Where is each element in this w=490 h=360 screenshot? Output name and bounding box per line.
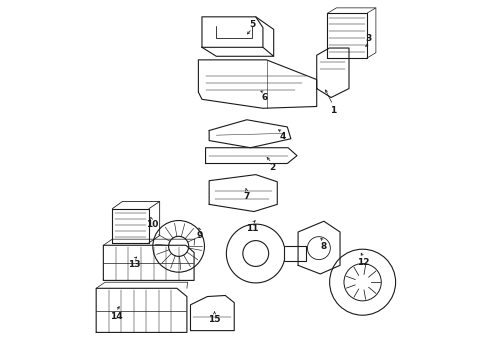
Text: 2: 2	[269, 163, 275, 172]
Text: 15: 15	[208, 315, 221, 324]
Text: 10: 10	[146, 220, 158, 229]
Text: 5: 5	[249, 19, 255, 28]
Text: 13: 13	[127, 260, 140, 269]
Text: 8: 8	[321, 242, 327, 251]
Text: 7: 7	[244, 192, 250, 201]
Text: 3: 3	[366, 34, 372, 43]
Text: 4: 4	[279, 132, 286, 141]
Text: 12: 12	[357, 258, 369, 267]
Text: 14: 14	[110, 312, 122, 321]
Text: 9: 9	[197, 231, 203, 240]
Text: 6: 6	[262, 93, 268, 102]
Text: 11: 11	[246, 224, 258, 233]
Text: 1: 1	[330, 105, 336, 114]
